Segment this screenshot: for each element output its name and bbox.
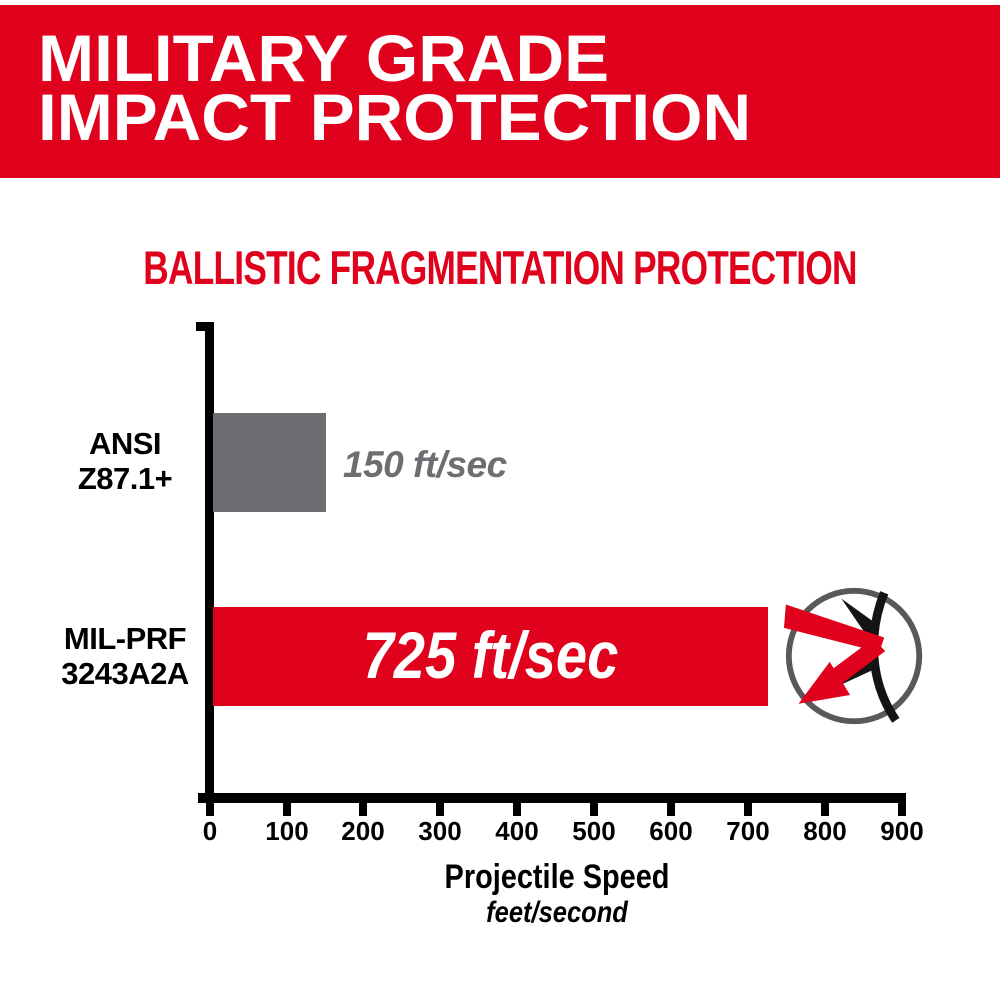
category-label-ansi: ANSI Z87.1+ (40, 426, 210, 496)
category-label-line: ANSI (88, 426, 162, 461)
y-axis-line (205, 322, 214, 803)
bar-ansi (213, 413, 326, 512)
deflected-arrow-head (798, 661, 851, 704)
x-axis-units-text: feet/second (486, 896, 628, 929)
chart-title: BALLISTIC FRAGMENTATION PROTECTION (143, 241, 857, 294)
bar-milprf: 725 ft/sec (213, 607, 768, 706)
impact-spark-upper (841, 598, 880, 636)
x-axis-tick (283, 803, 291, 816)
header-title-line1: MILITARY GRADE (38, 21, 609, 95)
y-axis-top-tick (196, 322, 214, 331)
category-label-line: Z87.1+ (77, 461, 173, 496)
x-axis-tick-label: 500 (572, 816, 616, 846)
category-label-milprf: MIL-PRF 3243A2A (40, 621, 210, 691)
value-label-ansi: 150 ft/sec (343, 444, 507, 485)
header-title-line2: IMPACT PROTECTION (38, 80, 752, 154)
x-axis-tick-label: 400 (495, 816, 539, 846)
category-label-line: MIL-PRF (63, 621, 187, 656)
value-label-milprf: 725 ft/sec (362, 617, 619, 692)
x-axis-tick (898, 803, 906, 816)
x-axis-tick (744, 803, 752, 816)
x-axis-tick (590, 803, 598, 816)
impact-deflection-icon (783, 587, 923, 725)
x-axis-tick-label: 200 (341, 816, 385, 846)
x-axis-tick (667, 803, 675, 816)
x-axis-title: Projectile Speed feet/second (345, 858, 770, 930)
x-axis-tick-label: 700 (726, 816, 770, 846)
header-banner: MILITARY GRADE IMPACT PROTECTION (0, 5, 1000, 178)
x-axis-tick (359, 803, 367, 816)
deflected-arrow-shaft (827, 638, 886, 687)
incoming-projectile-arrow (783, 604, 885, 653)
x-axis-tick (436, 803, 444, 816)
x-axis-tick-label: 800 (803, 816, 847, 846)
x-axis-tick-label: 0 (202, 816, 218, 846)
category-label-line: 3243A2A (61, 656, 189, 691)
x-axis-tick-label: 300 (418, 816, 462, 846)
x-axis-title-text: Projectile Speed (444, 858, 670, 896)
x-axis-tick (206, 803, 214, 816)
x-axis-tick (821, 803, 829, 816)
x-axis-tick-label: 100 (265, 816, 309, 846)
x-axis-tick (513, 803, 521, 816)
x-axis-tick-label: 600 (649, 816, 693, 846)
x-axis-line (198, 793, 906, 803)
x-axis-tick-label: 900 (880, 816, 924, 846)
